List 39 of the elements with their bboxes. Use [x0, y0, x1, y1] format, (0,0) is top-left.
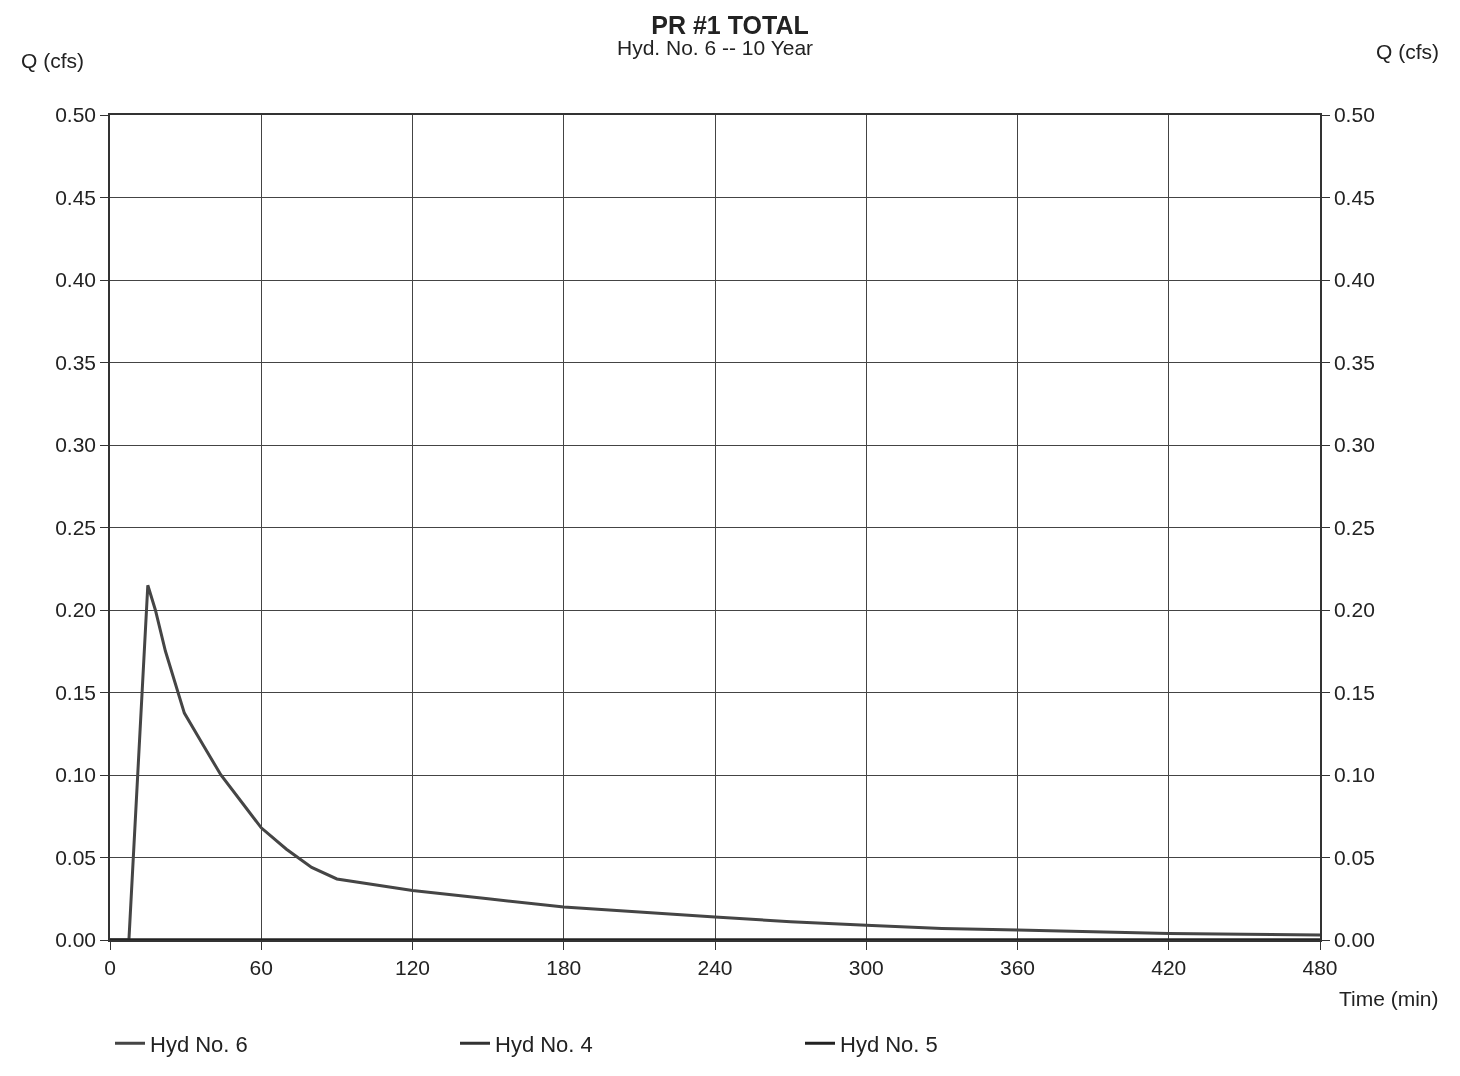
y-tick-label: 0.30 [55, 433, 97, 457]
x-tick-label: 180 [546, 955, 582, 979]
y2-tick-label: 0.20 [1333, 598, 1375, 622]
x-tick-label: 480 [1302, 955, 1338, 979]
x-axis-title: Time (min) [1339, 987, 1439, 1010]
x-tick-label: 360 [999, 955, 1036, 979]
x-tick-label: 0 [104, 955, 116, 979]
x-tick-label: 60 [249, 955, 273, 979]
y-tick-label: 0.05 [55, 845, 97, 869]
chart-title: PR #1 TOTAL [651, 10, 809, 39]
y-tick-label: 0.35 [55, 350, 97, 374]
x-tick-label: 120 [394, 955, 431, 979]
y2-tick-label: 0.00 [1333, 928, 1375, 952]
legend-label: Hyd No. 5 [840, 1031, 938, 1057]
y2-tick-label: 0.50 [1333, 103, 1375, 127]
chart-subtitle: Hyd. No. 6 -- 10 Year [617, 36, 814, 59]
y2-tick-label: 0.15 [1333, 680, 1375, 704]
y2-tick-label: 0.30 [1333, 433, 1375, 457]
y2-tick-label: 0.45 [1333, 185, 1375, 209]
y-tick-label: 0.20 [55, 598, 97, 622]
x-tick-label: 300 [848, 955, 884, 979]
y-tick-label: 0.10 [55, 763, 97, 787]
y-tick-label: 0.15 [55, 680, 97, 704]
x-tick-label: 240 [697, 955, 733, 979]
y-axis-title: Q (cfs) [21, 49, 84, 72]
legend-label: Hyd No. 4 [495, 1031, 593, 1057]
legend-label: Hyd No. 6 [150, 1031, 248, 1057]
y2-tick-label: 0.10 [1333, 763, 1375, 787]
y-tick-label: 0.25 [55, 515, 97, 539]
y-tick-label: 0.45 [55, 185, 97, 209]
y2-tick-label: 0.40 [1333, 268, 1375, 292]
y2-axis-title: Q (cfs) [1376, 40, 1439, 63]
x-tick-label: 420 [1151, 955, 1187, 979]
y-tick-label: 0.50 [55, 103, 97, 127]
y2-tick-label: 0.05 [1333, 845, 1375, 869]
y-tick-label: 0.00 [55, 928, 97, 952]
y2-tick-label: 0.35 [1333, 350, 1375, 374]
y-tick-label: 0.40 [55, 268, 97, 292]
y2-tick-label: 0.25 [1333, 515, 1375, 539]
